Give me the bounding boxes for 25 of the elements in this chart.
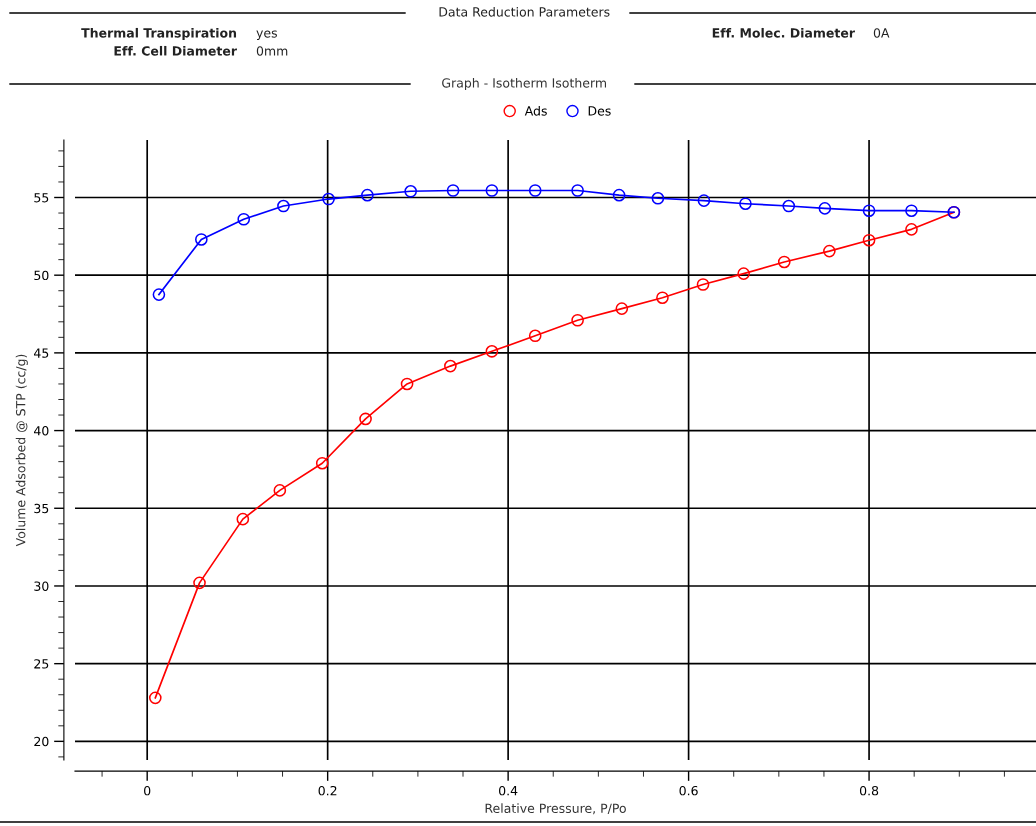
- x-tick-label: 0.2: [318, 785, 337, 796]
- x-tick-label: 0.8: [859, 785, 879, 796]
- y-tick-label: 40: [34, 426, 49, 436]
- x-axis-title: Relative Pressure, P/Po: [485, 803, 626, 815]
- chart-title: Graph - Isotherm Isotherm: [442, 77, 606, 91]
- text: 0A: [873, 28, 890, 38]
- x-tick-label: 0.6: [679, 785, 698, 796]
- y-axis-title: Volume Adsorbed @ STP (cc/g): [15, 354, 28, 547]
- text: Eff. Molec. Diameter: [712, 27, 855, 38]
- y-tick-label: 20: [34, 736, 49, 747]
- text: Thermal Transpiration: [81, 27, 237, 41]
- y-tick-label: 55: [34, 193, 49, 203]
- y-tick-label: 25: [34, 659, 49, 669]
- text: yes: [256, 30, 277, 41]
- text: Data Reduction Parameters: [439, 6, 610, 17]
- x-tick-label: 0: [144, 785, 151, 796]
- y-tick-label: 35: [34, 503, 49, 514]
- text: Eff. Cell Diameter: [114, 45, 237, 56]
- y-tick-label: 50: [34, 270, 49, 281]
- legend-label: Des: [588, 106, 611, 116]
- text: 0mm: [256, 46, 288, 56]
- y-tick-label: 45: [34, 348, 49, 358]
- x-tick-label: 0.4: [499, 785, 518, 796]
- y-tick-label: 30: [34, 581, 49, 591]
- legend-label: Ads: [524, 105, 547, 116]
